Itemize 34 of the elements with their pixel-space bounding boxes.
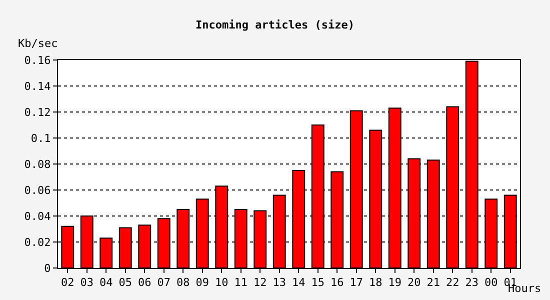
x-tick-label: 19 — [388, 276, 402, 290]
x-tick-label: 12 — [254, 276, 267, 290]
x-tick-label: 07 — [157, 276, 171, 290]
x-tick-label: 03 — [80, 276, 94, 290]
x-tick-label: 22 — [446, 276, 460, 290]
y-tick-label: 0.14 — [24, 80, 52, 93]
y-tick-label: 0.12 — [24, 106, 51, 119]
x-tick-label: 09 — [196, 276, 210, 290]
x-tick-label: 05 — [118, 276, 132, 290]
y-tick-label: 0.1 — [30, 132, 51, 145]
x-tick-label: 08 — [176, 276, 190, 290]
x-tick-label: 13 — [272, 276, 286, 290]
y-tick-label: 0.04 — [24, 210, 52, 223]
y-tick-label: 0.06 — [24, 184, 51, 197]
x-tick-label: 11 — [234, 276, 248, 290]
y-tick-label: 0.08 — [24, 158, 51, 171]
chart-title: Incoming articles (size) — [196, 18, 354, 32]
x-tick-label: 18 — [369, 276, 382, 290]
x-tick-label: 23 — [465, 276, 479, 290]
x-tick-label: 15 — [311, 276, 325, 290]
x-tick-label: 21 — [426, 276, 440, 290]
y-axis-title: Kb/sec — [18, 37, 58, 50]
x-tick-label: 20 — [408, 276, 421, 290]
x-tick-label: 10 — [215, 276, 228, 290]
x-tick-label: 14 — [292, 276, 306, 290]
x-tick-label: 16 — [330, 276, 344, 290]
y-tick-label: 0.16 — [24, 54, 51, 67]
y-tick-label: 0.02 — [24, 236, 51, 249]
x-tick-label: 06 — [138, 276, 152, 290]
x-tick-label: 00 — [484, 276, 498, 290]
x-tick-label: 02 — [61, 276, 74, 290]
x-tick-label: 17 — [350, 276, 364, 290]
y-tick-label: 0 — [44, 262, 51, 275]
x-tick-label: 04 — [100, 276, 114, 290]
